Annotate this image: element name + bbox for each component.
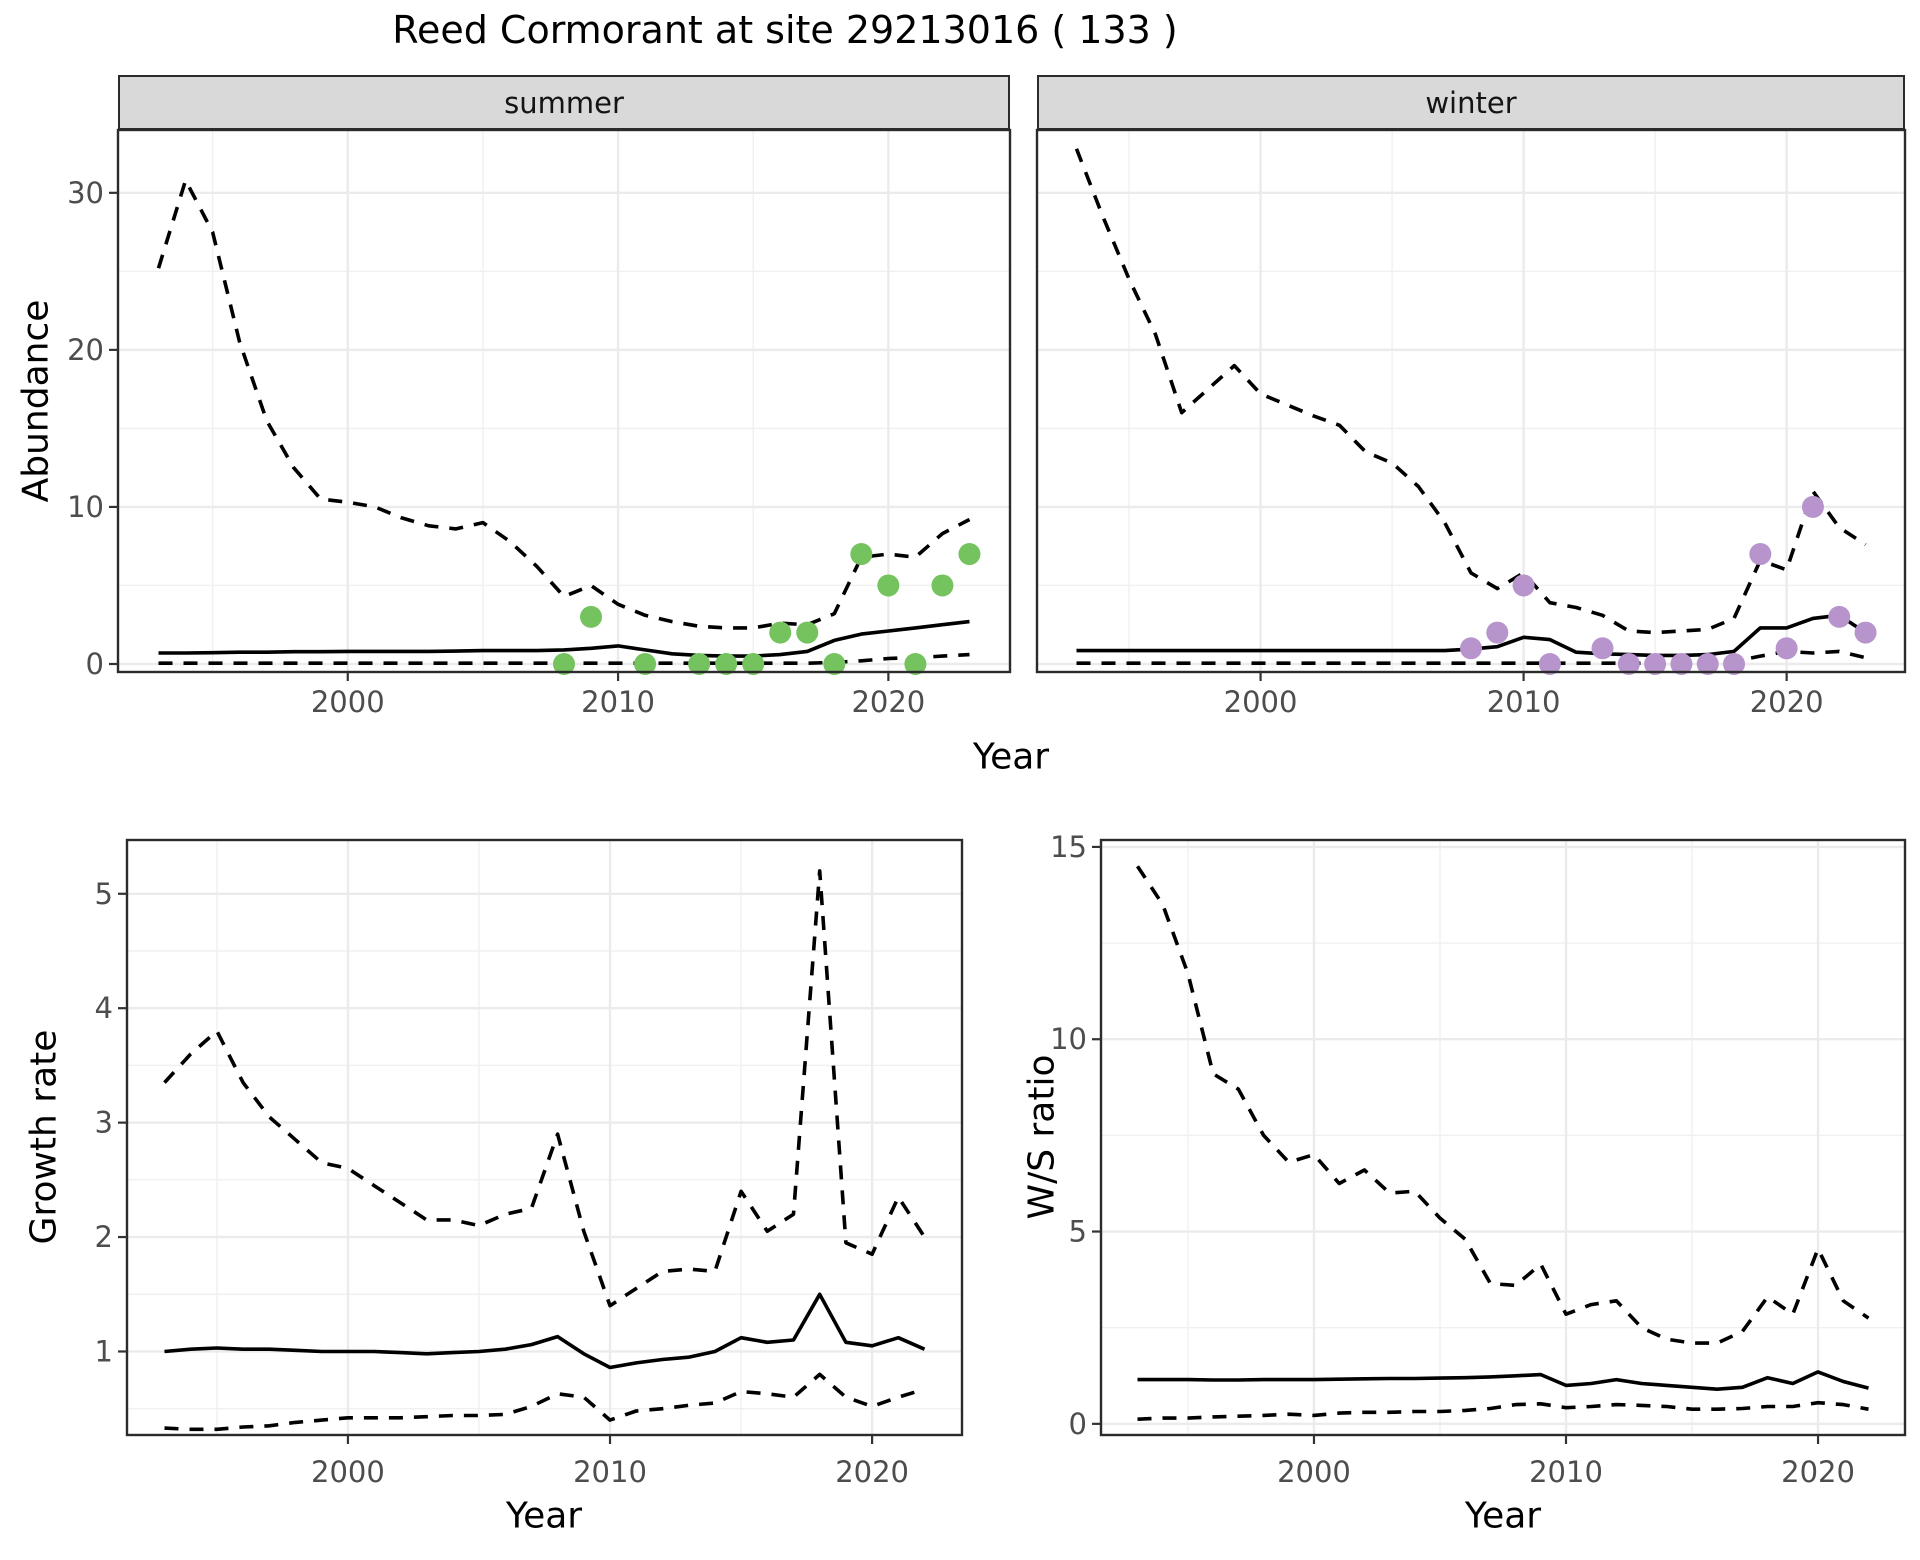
ws_ratio-x-tick-label: 2020	[1781, 1455, 1855, 1489]
growth_rate-panel-background	[127, 840, 962, 1435]
growth_rate-lower_95ci-line	[164, 1372, 926, 1432]
abundance_summer-panel-background	[118, 130, 1010, 672]
x-axis-title-year-ws: Year	[1464, 1495, 1542, 1537]
abundance_summer-observation-point	[823, 652, 846, 675]
abundance_summer-panel-border	[116, 128, 1012, 674]
abundance_summer-observation-point	[904, 652, 927, 675]
abundance_summer-observation-point	[742, 652, 765, 675]
abundance_winter-observation-point	[1538, 652, 1561, 675]
abundance_winter-upper_95ci-line	[1074, 148, 1867, 635]
ws_ratio-y-tick-label: 15	[1050, 830, 1087, 864]
growth_rate-y-tick-label: 4	[95, 991, 113, 1025]
ws_ratio-fitted-line	[1137, 1370, 1869, 1391]
abundance_winter-panel-background	[1037, 130, 1905, 672]
growth_rate-y-tick-label: 1	[95, 1334, 113, 1368]
facet-strip-summer-label: summer	[504, 85, 624, 120]
abundance_winter-observation-point	[1486, 621, 1509, 644]
ws_ratio-x-tick-label: 2010	[1529, 1455, 1603, 1489]
facet-strip-summer: summer	[118, 75, 1010, 130]
abundance_summer-observation-point	[580, 605, 603, 628]
abundance_winter-observation-point	[1723, 652, 1746, 675]
abundance_summer-y-tick-label: 20	[67, 333, 104, 367]
y-axis-title-growth-rate: Growth rate	[23, 1029, 65, 1245]
abundance_summer-x-tick-label: 2010	[581, 685, 655, 719]
ws_ratio-upper_95ci-line	[1135, 865, 1870, 1345]
abundance_summer-observation-point	[715, 652, 738, 675]
abundance_winter-observation-point	[1460, 637, 1482, 660]
page-title: Reed Cormorant at site 29213016 ( 133 )	[392, 8, 1178, 52]
growth_rate-y-tick-label: 5	[95, 877, 113, 911]
abundance_winter-observation-point	[1617, 652, 1640, 675]
facet-strip-winter: winter	[1037, 75, 1905, 130]
abundance_winter-x-tick-label: 2000	[1224, 685, 1298, 719]
abundance_winter-observation-point	[1828, 605, 1851, 628]
abundance_winter-observation-point	[1696, 652, 1719, 675]
ws_ratio-x-tick-label: 2000	[1277, 1455, 1351, 1489]
abundance_winter-observation-point	[1775, 637, 1798, 660]
abundance_winter-panel-border	[1035, 128, 1907, 674]
ws_ratio-y-tick-label: 5	[1069, 1215, 1087, 1249]
facet-strip-winter-label: winter	[1425, 85, 1517, 120]
abundance_summer-observation-point	[769, 621, 792, 644]
y-axis-title-abundance: Abundance	[15, 299, 57, 503]
abundance_winter-observation-point	[1591, 637, 1614, 660]
ws_ratio-lower_95ci-line	[1137, 1400, 1869, 1421]
ws_ratio-panel-border	[1099, 838, 1907, 1437]
ws_ratio-y-tick-label: 10	[1050, 1022, 1087, 1056]
abundance_summer-observation-point	[958, 543, 981, 566]
ws_ratio-panel-background	[1101, 840, 1905, 1435]
abundance_summer-observation-point	[850, 543, 873, 566]
abundance_summer-y-tick-label: 30	[67, 176, 104, 210]
growth_rate-y-tick-label: 2	[95, 1220, 113, 1254]
abundance_summer-observation-point	[634, 652, 657, 675]
abundance_winter-observation-point	[1749, 543, 1772, 566]
abundance_summer-upper_95ci-line	[156, 178, 971, 630]
growth_rate-x-tick-label: 2000	[311, 1455, 385, 1489]
growth_rate-panel-border	[125, 838, 964, 1437]
abundance_summer-observation-point	[796, 621, 819, 644]
abundance_summer-observation-point	[688, 652, 711, 675]
abundance_winter-observation-point	[1854, 621, 1877, 644]
abundance_winter-observation-point	[1801, 495, 1824, 518]
x-axis-title-year-growth: Year	[505, 1495, 583, 1537]
abundance_winter-observation-point	[1670, 652, 1693, 675]
x-axis-title-year-top: Year	[972, 736, 1050, 778]
growth_rate-fitted-line	[164, 1292, 926, 1370]
y-axis-title-ws-ratio: W/S ratio	[1021, 1054, 1063, 1220]
abundance_summer-x-tick-label: 2000	[311, 685, 385, 719]
abundance_summer-observation-point	[877, 574, 900, 597]
growth_rate-x-tick-label: 2020	[835, 1455, 909, 1489]
growth_rate-y-tick-label: 3	[95, 1106, 113, 1140]
abundance_summer-x-tick-label: 2020	[851, 685, 925, 719]
abundance_summer-observation-point	[553, 652, 575, 675]
ws_ratio-y-tick-label: 0	[1069, 1407, 1087, 1441]
growth_rate-x-tick-label: 2010	[573, 1455, 647, 1489]
abundance_summer-fitted-line	[158, 619, 970, 658]
abundance_summer-observation-point	[931, 574, 954, 597]
growth_rate-upper_95ci-line	[163, 869, 927, 1308]
abundance_winter-x-tick-label: 2020	[1750, 685, 1824, 719]
abundance_summer-y-tick-label: 10	[67, 490, 104, 524]
abundance_winter-x-tick-label: 2010	[1487, 685, 1561, 719]
abundance_summer-y-tick-label: 0	[86, 647, 104, 681]
abundance_winter-observation-point	[1644, 652, 1667, 675]
abundance_winter-observation-point	[1512, 574, 1535, 597]
